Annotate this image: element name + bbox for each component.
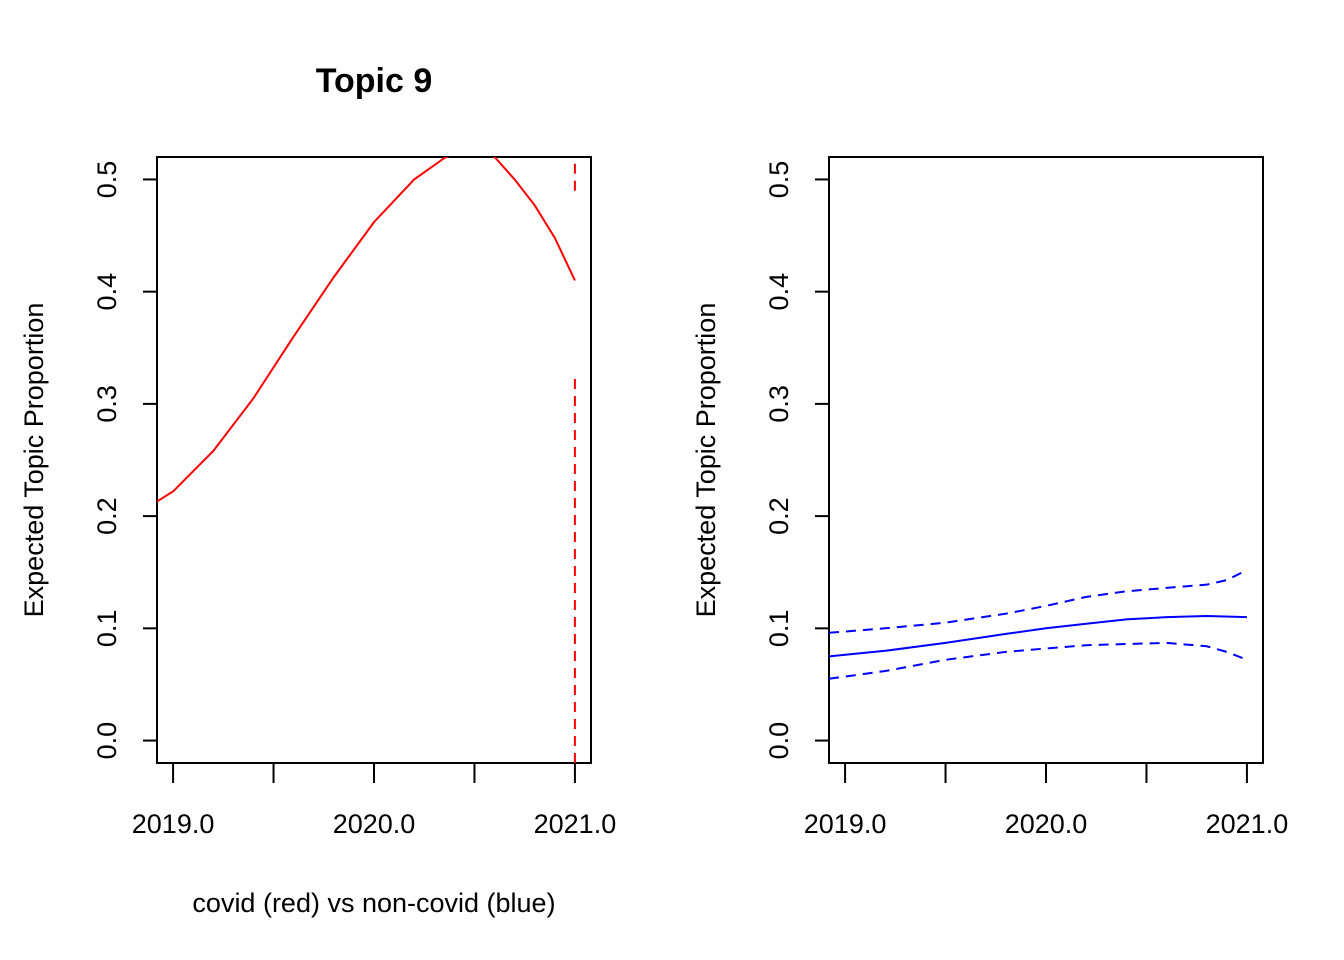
y-tick-label: 0.4 xyxy=(92,273,122,311)
dashed-line-3 xyxy=(829,641,1248,680)
y-tick-label: 0.0 xyxy=(92,722,122,760)
chart-panel-1: 0.0 0.1 0.2 0.3 0.4 0.5 2019.0 2020.0 2021.0 Topi… xyxy=(19,62,616,918)
x-tick-label: 2020.0 xyxy=(1005,809,1088,839)
y-tick-label: 0.1 xyxy=(92,610,122,648)
y-axis-label: Expected Topic Proportion xyxy=(19,303,49,618)
chart-panel-2: 0.0 0.1 0.2 0.3 0.4 0.5 2019.0 2020.0 2021.0 Expe… xyxy=(691,156,1289,839)
y-axis-label: Expected Topic Proportion xyxy=(691,303,721,618)
y-tick-label: 0.5 xyxy=(92,161,122,199)
y-tick-label: 0.3 xyxy=(92,385,122,423)
y-tick-label: 0.5 xyxy=(764,161,794,199)
x-tick-label: 2021.0 xyxy=(1206,809,1289,839)
x-tick-label: 2019.0 xyxy=(132,809,215,839)
dashed-line-2 xyxy=(829,569,1248,634)
y-tick-label: 0.4 xyxy=(764,273,794,311)
x-tick-label: 2021.0 xyxy=(534,809,617,839)
solid-line-1 xyxy=(829,614,1247,658)
y-tick-label: 0.3 xyxy=(764,385,794,423)
x-tick-label: 2019.0 xyxy=(804,809,887,839)
solid-line-1 xyxy=(157,157,576,503)
x-tick-label: 2020.0 xyxy=(333,809,416,839)
y-tick-label: 0.2 xyxy=(764,497,794,535)
chart-title: Topic 9 xyxy=(316,62,433,100)
x-axis-label: covid (red) vs non-covid (blue) xyxy=(192,888,555,918)
y-tick-label: 0.0 xyxy=(764,722,794,760)
y-tick-label: 0.2 xyxy=(92,497,122,535)
y-tick-label: 0.1 xyxy=(764,610,794,648)
